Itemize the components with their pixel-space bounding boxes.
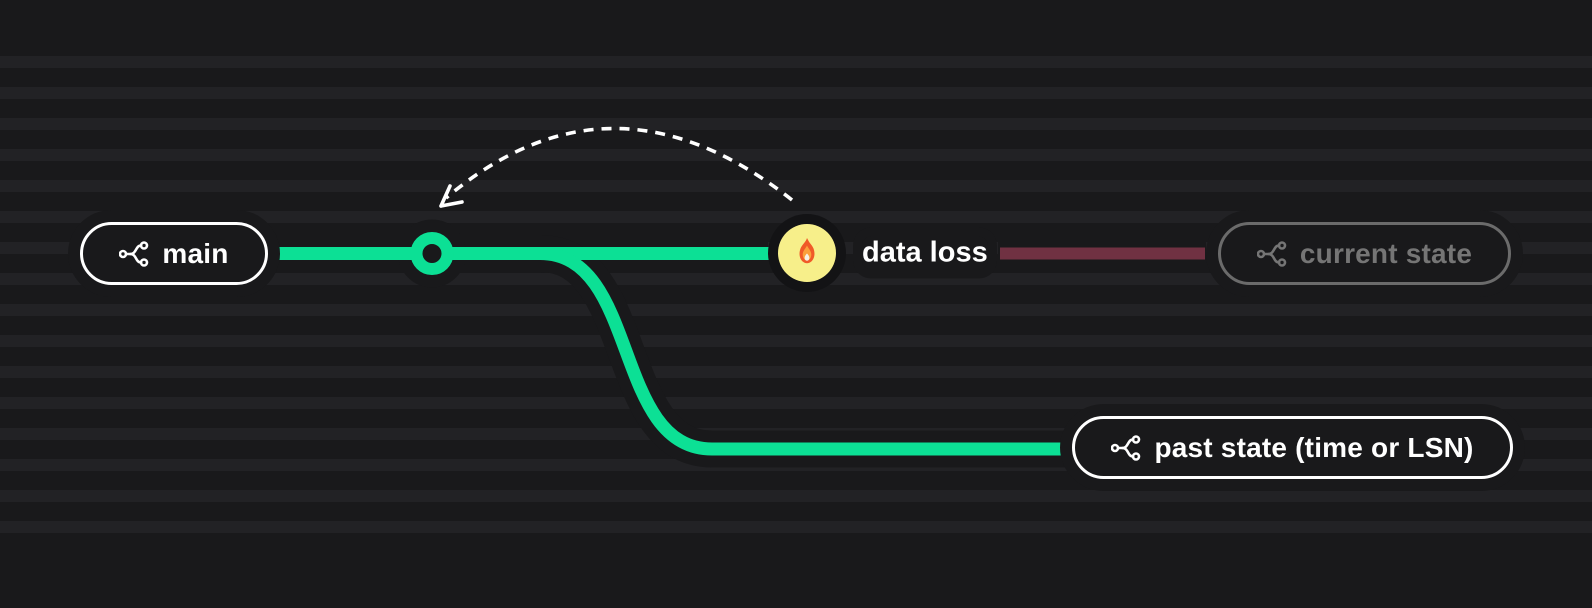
branch-label-past-state-text: past state (time or LSN) [1154, 431, 1474, 463]
git-branch-icon [119, 240, 149, 267]
data-loss-marker [768, 214, 846, 292]
fire-icon [799, 238, 815, 264]
branch-label-past-state: past state (time or LSN) [1072, 416, 1513, 479]
restore-arrowhead-icon [439, 184, 464, 208]
data-loss-label: data loss [862, 236, 988, 270]
fire-circle [778, 224, 836, 282]
branch-label-current-state-text: current state [1299, 237, 1473, 269]
git-branch-icon [1256, 240, 1287, 267]
branch-point-node [410, 232, 454, 275]
git-branch-icon [1111, 434, 1141, 461]
past-state-branch-curve [539, 247, 1068, 456]
branch-label-main: main [80, 222, 268, 285]
restore-arc-arrow [444, 126, 794, 202]
branch-label-main-text: main [162, 237, 229, 269]
branch-label-current-state: current state [1218, 222, 1511, 285]
